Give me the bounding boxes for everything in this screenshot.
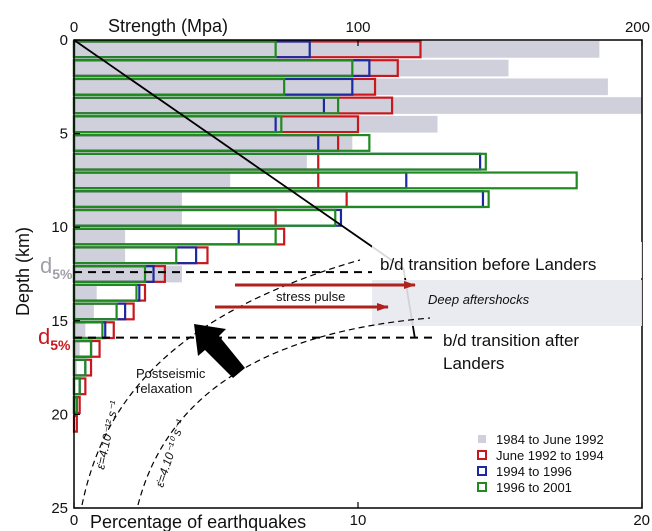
y-tick-label-15: 15 [51, 313, 68, 330]
top-tick-label-200: 200 [625, 19, 650, 36]
bar-1984-to-june-1992-0 [74, 41, 600, 58]
bar-1984-to-june-1992-13 [74, 284, 97, 302]
legend-label-1984-to-june-1992: 1984 to June 1992 [496, 432, 604, 447]
y-axis-title: Depth (km) [13, 227, 33, 316]
strain-curve-2 [137, 317, 431, 506]
d5-before-sub: 5% [52, 266, 73, 282]
bar-1984-to-june-1992-2 [74, 78, 608, 96]
stress-pulse-label: stress pulse [276, 289, 345, 304]
bar-1984-to-june-1992-4 [74, 115, 438, 133]
d5-before-label: d5% [40, 253, 73, 282]
d5-before-d: d [40, 253, 52, 278]
legend-swatch-1994-to-1996 [477, 466, 487, 476]
y-tick-label-25: 25 [51, 500, 68, 517]
postseismic-arrow [194, 324, 245, 378]
y-tick-label-0: 0 [60, 32, 68, 49]
bar-1984-to-june-1992-10 [74, 228, 126, 245]
y-tick-label-10: 10 [51, 219, 68, 236]
legend-label-june-1992-to-1994: June 1992 to 1994 [496, 448, 604, 463]
top-tick-label-0: 0 [70, 19, 78, 36]
bar-1984-to-june-1992-3 [74, 97, 642, 114]
bottom-axis-title: Percentage of earthquakes [90, 512, 306, 531]
bar-1984-to-june-1992-17 [74, 359, 77, 376]
bar-1984-to-june-1992-7 [74, 172, 231, 189]
d5-after-d: d [38, 324, 50, 349]
bottom-tick-label-10: 10 [350, 512, 367, 529]
bar-1984-to-june-1992-16 [74, 340, 80, 358]
top-tick-label-100: 100 [345, 19, 370, 36]
legend-swatch-1996-to-2001 [477, 482, 487, 492]
bar-1984-to-june-1992-15 [74, 321, 86, 339]
d5-after-label: d5% [38, 324, 71, 353]
bottom-tick-label-0: 0 [70, 512, 78, 529]
bottom-tick-label-20: 20 [633, 512, 650, 529]
postseismic-label-line2: relaxation [136, 381, 192, 396]
bar-1984-to-june-1992-11 [74, 246, 126, 264]
legend-swatch-1984-to-june-1992 [478, 435, 486, 443]
bar-1984-to-june-1992-1 [74, 59, 509, 77]
y-tick-label-5: 5 [60, 126, 68, 143]
bar-1984-to-june-1992-9 [74, 209, 182, 227]
bd-before-label: b/d transition before Landers [380, 255, 596, 274]
bar-1984-to-june-1992-8 [74, 190, 182, 208]
bar-1984-to-june-1992-14 [74, 303, 94, 320]
y-tick-label-20: 20 [51, 406, 68, 423]
bd-after-label-line2: Landers [443, 354, 504, 373]
top-axis-title: Strength (Mpa) [108, 16, 228, 36]
deep-aftershocks-label: Deep aftershocks [428, 292, 530, 307]
legend-swatch-june-1992-to-1994 [477, 450, 487, 460]
bar-1984-to-june-1992-6 [74, 153, 307, 171]
postseismic-label-line1: Postseismic [136, 366, 206, 381]
label-backdrop-before [372, 242, 642, 278]
d5-after-sub: 5% [50, 337, 71, 353]
legend-label-1996-to-2001: 1996 to 2001 [496, 480, 572, 495]
series-1984-1992-bars [74, 41, 642, 376]
label-backdrop-pulse [372, 280, 642, 326]
legend-label-1994-to-1996: 1994 to 1996 [496, 464, 572, 479]
bar-1984-to-june-1992-5 [74, 134, 353, 152]
bd-after-label-line1: b/d transition after [443, 331, 579, 350]
bar-1984-to-june-1992-12 [74, 265, 182, 283]
